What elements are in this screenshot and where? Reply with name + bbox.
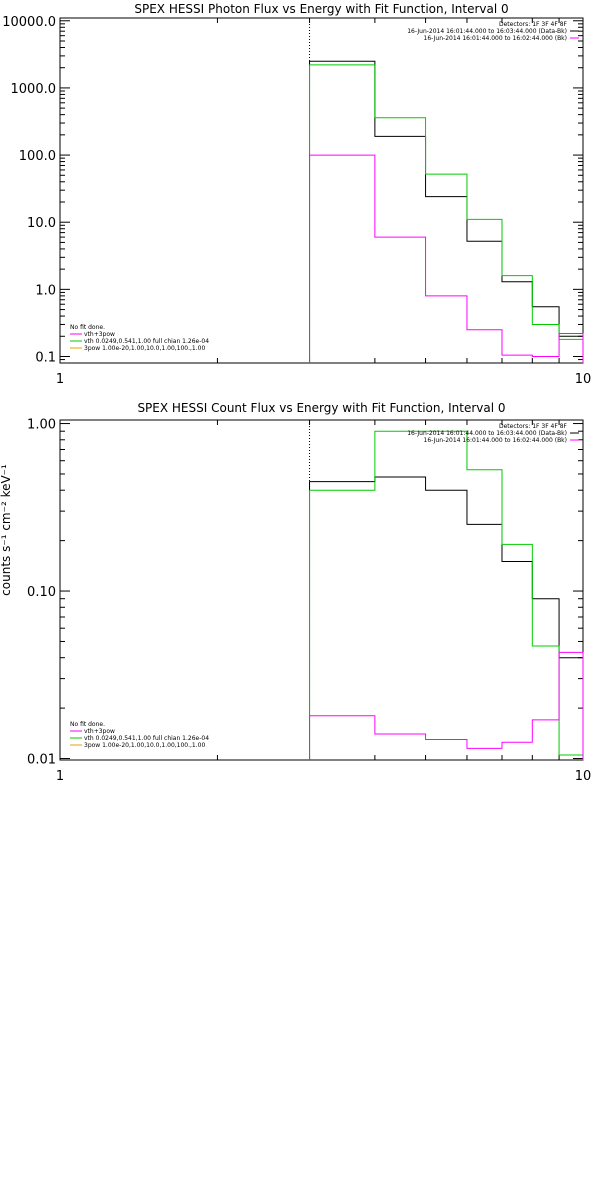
chart1-y-tick-label: 0.01: [27, 753, 56, 768]
chart0-y-tick-label: 10.0: [27, 216, 56, 231]
chart1-legend-tr-text: 16-Jun-2014 16:01:44.000 to 16:02:44.000…: [424, 437, 567, 444]
chart1-title: SPEX HESSI Count Flux vs Energy with Fit…: [137, 401, 505, 415]
chart1-group: SPEX HESSI Count Flux vs Energy with Fit…: [0, 401, 591, 784]
chart0-group: SPEX HESSI Photon Flux vs Energy with Fi…: [2, 2, 591, 387]
chart0-y-tick-label: 1.0: [35, 283, 56, 298]
chart0-y-tick-label: 100.0: [19, 149, 56, 164]
chart0-legend-bl-text: 3pow 1.00e-20,1.00,10.0,1.00,100.,1.00: [84, 345, 205, 352]
chart0-title: SPEX HESSI Photon Flux vs Energy with Fi…: [134, 2, 508, 16]
chart1-x-tick-label: 1: [56, 769, 64, 784]
chart0-x-tick-label: 10: [575, 372, 592, 387]
chart0-legend-tr-text: 16-Jun-2014 16:01:44.000 to 16:03:44.000…: [407, 28, 567, 35]
chart1-y-tick-label: 1.00: [27, 418, 56, 433]
chart1-series-1-step-line: [309, 430, 584, 760]
chart0-y-tick-label: 1000.0: [11, 82, 57, 97]
chart0-legend-tr-text: 16-Jun-2014 16:01:44.000 to 16:02:44.000…: [424, 35, 567, 42]
chart0-series-2-step-line: [309, 154, 584, 363]
chart0-plot-frame: [59, 17, 584, 364]
chart0-legend-bl-text: vth+3pow: [84, 331, 115, 338]
chart1-legend-bl-text: vth 0.0249,0.541,1.00 full chian 1.26e-0…: [84, 735, 209, 742]
chart0-series-1-step-line: [309, 64, 584, 363]
chart0-x-tick-label: 1: [56, 372, 64, 387]
chart1-plot-frame: [59, 419, 584, 761]
chart0-series-0-step-line: [309, 60, 584, 363]
chart0-legend-bl-text: vth 0.0249,0.541,1.00 full chian 1.26e-0…: [84, 338, 209, 345]
chart1-series-0-step-line: [309, 476, 584, 760]
chart1-legend-bl-text: No fit done.: [70, 721, 105, 728]
chart0-y-tick-label: 0.1: [35, 350, 56, 365]
chart1-y-axis-label: counts s⁻¹ cm⁻² keV⁻¹: [0, 464, 13, 596]
chart0-legend-tr-text: Detectors: 1F 3F 4F 8F: [499, 21, 568, 28]
chart0-y-tick-label: 10000.0: [2, 15, 56, 30]
chart1-legend-bl-text: vth+3pow: [84, 728, 115, 735]
chart1-legend-bl-text: 3pow 1.00e-20,1.00,10.0,1.00,100.,1.00: [84, 742, 205, 749]
chart1-legend-tr-text: Detectors: 1F 3F 4F 8F: [499, 423, 568, 430]
chart1-x-tick-label: 10: [575, 769, 592, 784]
chart1-legend-tr-text: 16-Jun-2014 16:01:44.000 to 16:03:44.000…: [407, 430, 567, 437]
chart1-series-2-step-line: [309, 651, 584, 760]
chart1-y-tick-label: 0.10: [27, 585, 56, 600]
chart0-legend-bl-text: No fit done.: [70, 324, 105, 331]
